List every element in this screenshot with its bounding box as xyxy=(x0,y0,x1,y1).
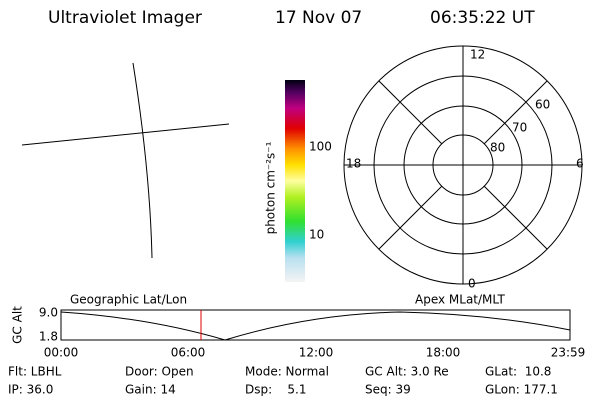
mlt-label: 12 xyxy=(470,48,485,62)
x-tick-label: 00:00 xyxy=(44,346,79,360)
status-field: GLat: 10.8 xyxy=(485,365,551,379)
x-tick-label: 23:59 xyxy=(551,346,586,360)
spoke xyxy=(483,80,548,145)
lat-label: 70 xyxy=(512,121,527,135)
x-tick-label: 06:00 xyxy=(171,346,206,360)
colorbar-label: photon cm⁻²s⁻¹ xyxy=(264,141,278,234)
status-field: Flt: LBHL xyxy=(8,365,62,379)
spoke xyxy=(378,80,443,145)
status-field: IP: 36.0 xyxy=(8,383,53,397)
orbit-plot: Geographic Lat/Lon Apex MLat/MLT 9.0 1.8… xyxy=(11,293,586,360)
color-scale xyxy=(285,80,305,282)
date: 17 Nov 07 xyxy=(275,8,362,28)
geo-grid xyxy=(21,62,230,259)
mlt-label: 0 xyxy=(468,277,476,291)
x-tick-label: 18:00 xyxy=(426,346,461,360)
y-tick-label: 9.0 xyxy=(39,306,58,320)
status-field: Dsp: 5.1 xyxy=(245,383,307,397)
lat-label: 80 xyxy=(490,141,505,155)
status-field: Mode: Normal xyxy=(245,365,329,379)
y-label: GC Alt xyxy=(11,306,25,344)
spoke xyxy=(483,185,548,250)
polar-grid: 12 18 6 0 60 70 80 xyxy=(343,45,584,291)
left-label: Geographic Lat/Lon xyxy=(70,293,187,307)
colorbar: 100 10 photon cm⁻²s⁻¹ xyxy=(264,80,332,282)
status-field: Seq: 39 xyxy=(365,383,411,397)
parallel xyxy=(21,123,230,146)
mlt-label: 18 xyxy=(346,157,361,171)
colorbar-tick: 10 xyxy=(309,228,324,242)
x-tick-label: 12:00 xyxy=(299,346,334,360)
right-label: Apex MLat/MLT xyxy=(415,293,505,307)
altitude-curve xyxy=(60,311,571,341)
spoke xyxy=(378,185,443,250)
status-field: Gain: 14 xyxy=(125,383,176,397)
time: 06:35:22 UT xyxy=(430,8,535,28)
status-field: GC Alt: 3.0 Re xyxy=(365,365,449,379)
colorbar-tick: 100 xyxy=(309,140,332,154)
meridian xyxy=(132,62,153,259)
lat-label: 60 xyxy=(535,98,550,112)
title: Ultraviolet Imager xyxy=(48,8,202,28)
status-field: Door: Open xyxy=(125,365,194,379)
status-field: GLon: 177.1 xyxy=(485,383,558,397)
plot-frame xyxy=(60,309,571,341)
y-tick-label: 1.8 xyxy=(39,330,58,344)
status: Flt: LBHL Door: Open Mode: Normal GC Alt… xyxy=(8,365,558,397)
mlt-label: 6 xyxy=(576,157,584,171)
